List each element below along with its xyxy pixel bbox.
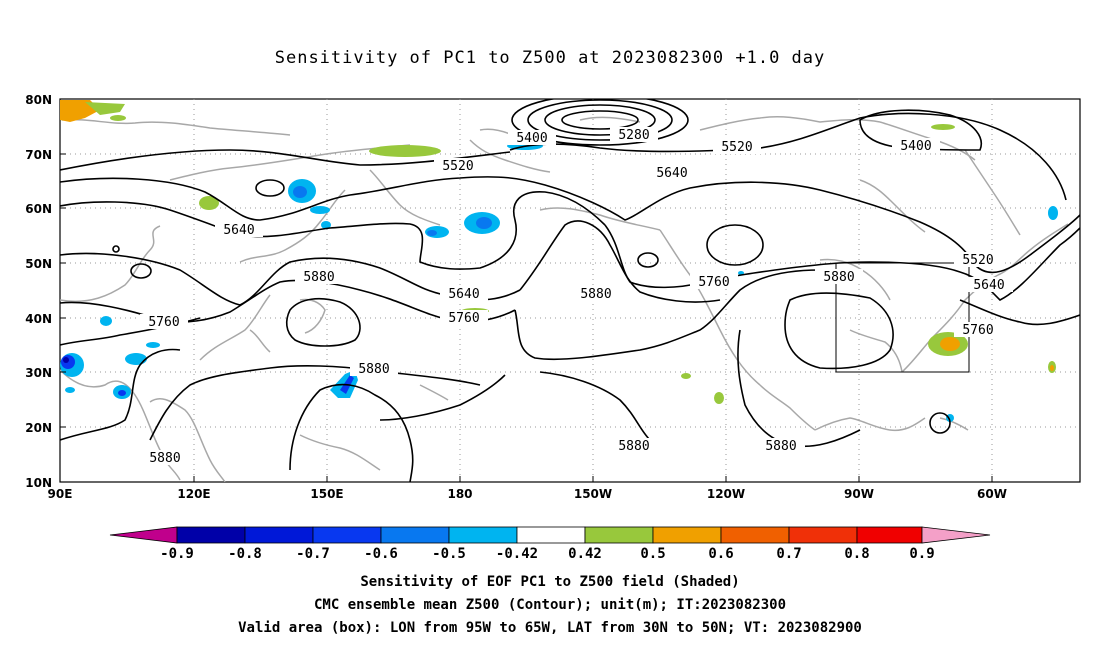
lon-label-60w: 60W — [977, 487, 1007, 501]
contour-label: 5760 — [148, 315, 179, 330]
lat-label-60n: 60N — [25, 202, 52, 216]
colorbar-label: -0.5 — [432, 546, 466, 562]
contour-label: 5880 — [580, 287, 611, 302]
colorbar-label: 0.5 — [640, 546, 665, 562]
colorbar-segment — [720, 526, 790, 544]
lat-label-40n: 40N — [25, 312, 52, 326]
colorbar-left-arrow — [109, 526, 178, 544]
colorbar-label: -0.9 — [160, 546, 194, 562]
lat-label-20n: 20N — [25, 421, 52, 435]
colorbar-segment — [788, 526, 858, 544]
colorbar-right-arrow — [921, 526, 991, 544]
axis-ticks — [59, 98, 993, 483]
lon-label-120e: 120E — [177, 487, 210, 501]
colorbar-label: 0.42 — [568, 546, 602, 562]
contour-label: 5280 — [618, 128, 649, 143]
contour-label: 5640 — [973, 278, 1004, 293]
colorbar-label: 0.9 — [909, 546, 934, 562]
contour-label: 5880 — [823, 270, 854, 285]
colorbar-label: 0.6 — [708, 546, 733, 562]
contour-label: 5880 — [149, 451, 180, 466]
contour-label: 5760 — [962, 323, 993, 338]
contour-label: 5520 — [721, 140, 752, 155]
colorbar-segment — [652, 526, 722, 544]
map-frame — [59, 98, 1081, 483]
contour-label: 5400 — [516, 131, 547, 146]
valid-area-box — [835, 262, 970, 373]
contour-label: 5400 — [900, 139, 931, 154]
contour-label: 5640 — [656, 166, 687, 181]
colorbar — [109, 526, 991, 544]
contour-label-group: 5400 5280 5520 5640 5520 5400 5640 5880 … — [140, 127, 1013, 466]
sensitivity-map: 5400 5280 5520 5640 5520 5400 5640 5880 … — [25, 93, 1081, 562]
colorbar-segment — [244, 526, 314, 544]
sensitivity-shading — [60, 100, 1058, 422]
colorbar-label: -0.7 — [296, 546, 330, 562]
contour-label: 5880 — [303, 270, 334, 285]
map-title: Sensitivity of PC1 to Z500 at 2023082300… — [274, 48, 826, 68]
caption-valid-area: Valid area (box): LON from 95W to 65W, L… — [238, 620, 862, 636]
contour-label: 5880 — [765, 439, 796, 454]
colorbar-segment — [448, 526, 518, 544]
lon-label-150e: 150E — [310, 487, 343, 501]
contour-label: 5640 — [448, 287, 479, 302]
coastlines — [60, 116, 1069, 482]
caption-shading: Sensitivity of EOF PC1 to Z500 field (Sh… — [360, 574, 740, 590]
contour-label: 5520 — [962, 253, 993, 268]
caption-contour: CMC ensemble mean Z500 (Contour); unit(m… — [313, 597, 786, 613]
longitude-labels: 90E 120E 150E 180 150W 120W 90W 60W — [48, 487, 1007, 501]
lon-label-180: 180 — [447, 487, 472, 501]
colorbar-segment — [584, 526, 654, 544]
contour-label: 5640 — [223, 223, 254, 238]
colorbar-segment — [312, 526, 382, 544]
colorbar-label: -0.8 — [228, 546, 262, 562]
lon-label-90e: 90E — [48, 487, 73, 501]
contour-label: 5880 — [358, 362, 389, 377]
colorbar-label: 0.7 — [776, 546, 801, 562]
latitude-labels: 80N 70N 60N 50N 40N 30N 20N 10N — [25, 93, 52, 490]
lat-label-50n: 50N — [25, 257, 52, 271]
lat-label-30n: 30N — [25, 366, 52, 380]
colorbar-segment — [516, 526, 586, 544]
contour-label: 5760 — [698, 275, 729, 290]
colorbar-segment — [380, 526, 450, 544]
lat-label-80n: 80N — [25, 93, 52, 107]
contour-label: 5880 — [618, 439, 649, 454]
contour-label: 5760 — [448, 311, 479, 326]
lon-label-150w: 150W — [574, 487, 612, 501]
colorbar-segment — [176, 526, 246, 544]
lat-label-70n: 70N — [25, 148, 52, 162]
lon-label-90w: 90W — [844, 487, 874, 501]
colorbar-label: -0.6 — [364, 546, 398, 562]
lat-label-10n: 10N — [25, 476, 52, 490]
lon-label-120w: 120W — [707, 487, 745, 501]
colorbar-label: -0.42 — [496, 546, 538, 562]
colorbar-labels: -0.9 -0.8 -0.7 -0.6 -0.5 -0.42 0.42 0.5 … — [160, 546, 935, 562]
contour-label: 5520 — [442, 159, 473, 174]
colorbar-label: 0.8 — [844, 546, 869, 562]
colorbar-segment — [856, 526, 923, 544]
